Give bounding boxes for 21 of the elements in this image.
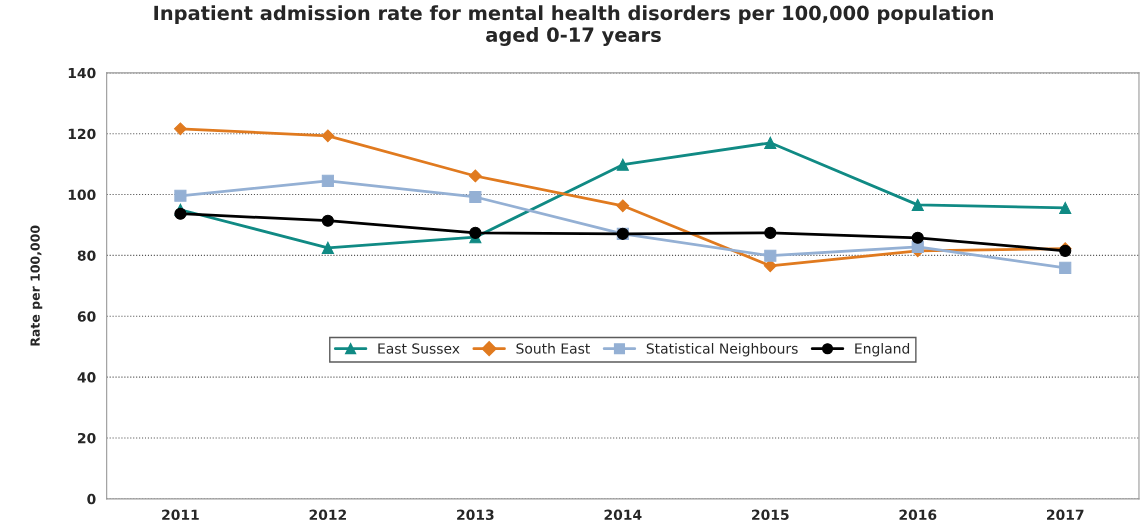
- y-tick-label: 140: [68, 67, 96, 79]
- legend-label: England: [855, 343, 910, 357]
- y-tick-label: 60: [77, 311, 96, 322]
- y-tick-label: 0: [87, 493, 96, 505]
- x-tick-label: 2015: [752, 509, 789, 521]
- y-tick-label: 100: [68, 189, 96, 201]
- chart-title: Inpatient admission rate for mental health disorders per 100,000 population aged 0-17 years: [154, 5, 993, 46]
- y-tick-label: 20: [78, 432, 96, 444]
- x-tick-label: 2014: [604, 509, 642, 521]
- y-axis-title: Rate per 100,000: [30, 225, 43, 346]
- x-tick-label: 2012: [309, 509, 346, 521]
- y-tick-label: 80: [77, 250, 96, 261]
- x-tick-label: 2011: [162, 509, 199, 521]
- legend-label: South East: [516, 343, 590, 354]
- legend-label: East Sussex: [378, 343, 460, 354]
- x-tick-label: 2016: [899, 509, 937, 521]
- x-tick-label: 2013: [457, 509, 494, 521]
- legend-label: Statistical Neighbours: [646, 343, 798, 357]
- y-tick-label: 120: [68, 128, 96, 140]
- y-tick-label: 40: [77, 372, 96, 383]
- x-tick-label: 2017: [1047, 509, 1084, 521]
